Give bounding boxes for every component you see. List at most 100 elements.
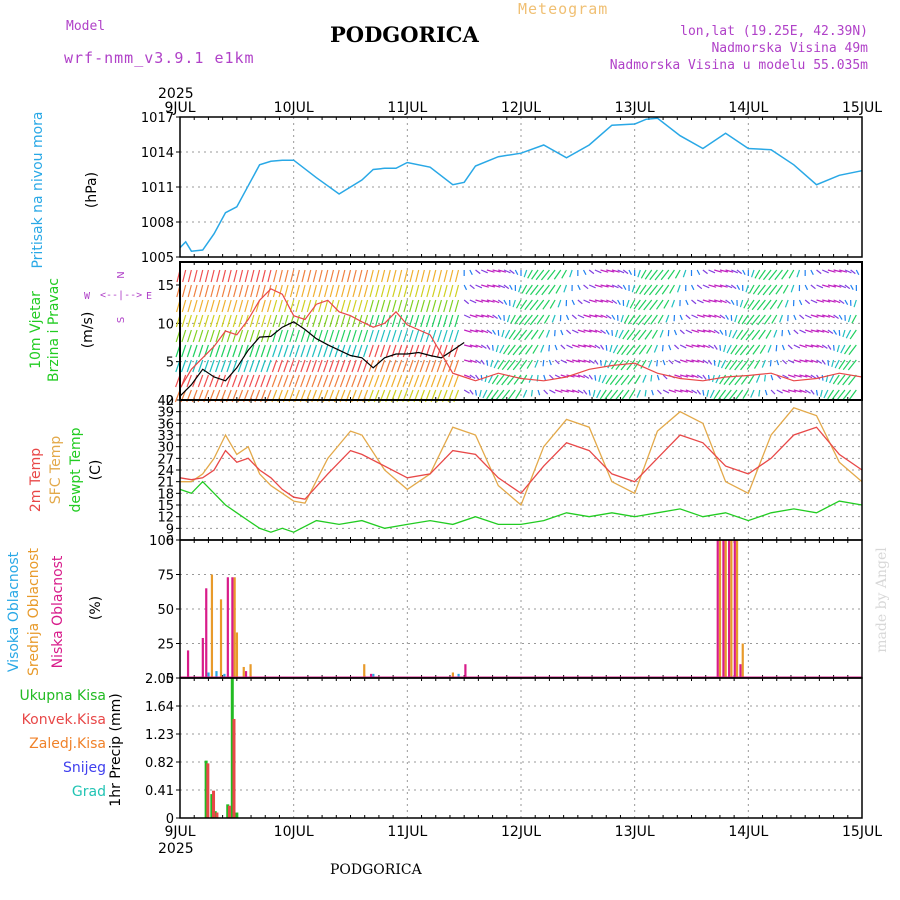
wind-arrow <box>480 269 488 274</box>
low-cloud-axis-label: Niska Oblacnost <box>50 555 66 668</box>
wind-arrow <box>204 329 209 343</box>
mid-cloud-bar <box>741 643 744 678</box>
wind-arrow <box>782 284 789 294</box>
wind-arrow <box>679 389 689 393</box>
wind-arrow <box>492 299 500 304</box>
wind-arrow <box>221 314 227 328</box>
high-cloud-bar <box>372 673 375 678</box>
wind-arrow <box>845 329 852 339</box>
wind-arrow <box>192 314 198 328</box>
wind-arrow <box>793 389 802 393</box>
wind-arrow <box>363 299 369 313</box>
y-tick-label: 1008 <box>141 216 174 231</box>
wind-arrow <box>594 269 602 274</box>
wind-arrow <box>724 359 732 370</box>
wind-arrow <box>374 344 380 358</box>
wind-arrow <box>691 299 697 305</box>
wind-arrow <box>842 359 852 371</box>
wind-speed-line <box>179 321 465 397</box>
wind-arrow <box>600 329 606 334</box>
wind-arrow <box>833 284 842 288</box>
wind-arrow <box>339 374 346 388</box>
wind-arrow <box>216 269 221 283</box>
compass-arrow: <--|--> <box>100 290 142 301</box>
wind-arrow <box>385 374 391 388</box>
wind-arrow <box>323 359 329 373</box>
wind-arrow <box>431 314 437 328</box>
wind-arrow <box>413 359 420 373</box>
wind-arrow <box>751 329 761 341</box>
precip-legend-item: Snijeg <box>63 760 106 776</box>
wind-arrow <box>323 314 329 328</box>
wind-arrow <box>713 329 720 334</box>
wind-arrow <box>589 299 597 303</box>
y-tick-label: 2.05 <box>145 672 174 687</box>
wind-arrow <box>729 359 738 371</box>
wind-arrow <box>295 299 300 313</box>
wind-arrow <box>530 284 539 296</box>
wind-arrow <box>622 269 629 275</box>
wind-arrow <box>600 299 609 303</box>
wind-arrow <box>425 329 431 343</box>
wind-arrow <box>553 269 562 280</box>
wind-arrow <box>272 314 278 328</box>
wind-arrow <box>414 314 420 328</box>
wind-arrow <box>385 329 391 343</box>
wind-arrow <box>363 329 369 343</box>
wind-arrow <box>804 389 811 394</box>
wind-arrow <box>492 284 501 288</box>
wind-arrow <box>431 299 437 313</box>
wind-arrow <box>232 314 238 328</box>
wind-arrow <box>549 299 556 309</box>
wind-arrow <box>506 314 511 323</box>
wind-arrow <box>362 344 369 358</box>
wind-arrow <box>674 389 683 393</box>
wind-arrow <box>518 344 528 356</box>
wind-arrow <box>713 389 721 400</box>
wind-arrow <box>617 269 625 274</box>
wind-arrow <box>674 374 682 378</box>
wind-arrow <box>583 359 591 364</box>
mid-cloud-bar <box>730 540 733 678</box>
wind-arrow <box>548 344 551 352</box>
wind-arrow <box>391 329 397 343</box>
wind-arrow <box>646 344 653 354</box>
wind-arrow <box>816 374 821 380</box>
wind-arrow <box>254 344 261 358</box>
wind-arrow <box>793 344 801 349</box>
wind-arrow <box>469 389 474 395</box>
wind-arrow <box>525 344 533 355</box>
wind-arrow <box>611 359 619 370</box>
wind-arrow <box>609 374 619 386</box>
wind-arrow <box>557 299 562 308</box>
wind-arrow <box>519 359 528 370</box>
wind-arrow <box>352 299 357 313</box>
wind-arrow <box>805 359 814 363</box>
wind-arrow <box>233 269 238 283</box>
wind-arrow <box>631 284 636 293</box>
wind-arrow <box>334 329 340 343</box>
wind-arrow <box>322 374 329 388</box>
wind-arrow <box>662 374 668 380</box>
wind-arrow <box>714 314 722 319</box>
wind-arrow <box>577 314 585 319</box>
wind-arrow <box>204 299 209 313</box>
wind-arrow <box>496 374 505 386</box>
wind-arrow <box>726 344 732 354</box>
panel-frame <box>179 677 863 819</box>
wind-arrow <box>611 269 620 273</box>
wind-arrow <box>822 299 831 303</box>
wind-arrow <box>827 269 836 273</box>
wind-arrow <box>831 389 840 401</box>
wind-arrow <box>638 344 647 355</box>
wind-arrow <box>739 344 749 356</box>
wind-arrow <box>696 284 703 290</box>
wind-arrow <box>210 299 215 313</box>
conv-precip-bar <box>212 790 216 818</box>
wind-arrow <box>617 299 621 305</box>
wind-arrow <box>560 359 568 364</box>
wind-vectors <box>174 269 860 403</box>
wind-arrow <box>833 269 842 273</box>
wind-arrow <box>514 269 519 276</box>
